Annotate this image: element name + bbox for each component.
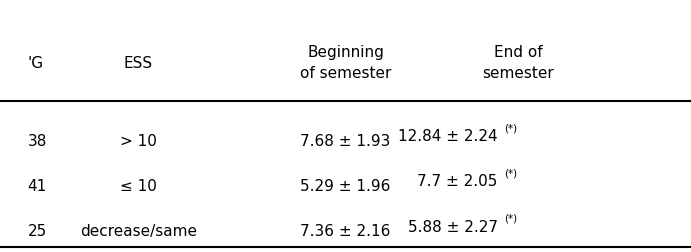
Text: 7.36 ± 2.16: 7.36 ± 2.16 [301, 224, 390, 239]
Text: 5.29 ± 1.96: 5.29 ± 1.96 [301, 179, 390, 194]
Text: 38: 38 [28, 134, 47, 149]
Text: 5.88 ± 2.27: 5.88 ± 2.27 [408, 220, 498, 235]
Text: End of
semester: End of semester [482, 45, 554, 81]
Text: 41: 41 [28, 179, 47, 194]
Text: 25: 25 [28, 224, 47, 239]
Text: 'G: 'G [28, 55, 44, 71]
Text: Beginning
of semester: Beginning of semester [300, 45, 391, 81]
Text: > 10: > 10 [120, 134, 157, 149]
Text: ≤ 10: ≤ 10 [120, 179, 157, 194]
Text: decrease/same: decrease/same [79, 224, 197, 239]
Text: (*): (*) [504, 214, 518, 224]
Text: (*): (*) [504, 168, 518, 178]
Text: (*): (*) [504, 123, 518, 133]
Text: 7.7 ± 2.05: 7.7 ± 2.05 [417, 174, 498, 190]
Text: ESS: ESS [124, 55, 153, 71]
Text: 7.68 ± 1.93: 7.68 ± 1.93 [301, 134, 390, 149]
Text: 12.84 ± 2.24: 12.84 ± 2.24 [398, 129, 498, 144]
